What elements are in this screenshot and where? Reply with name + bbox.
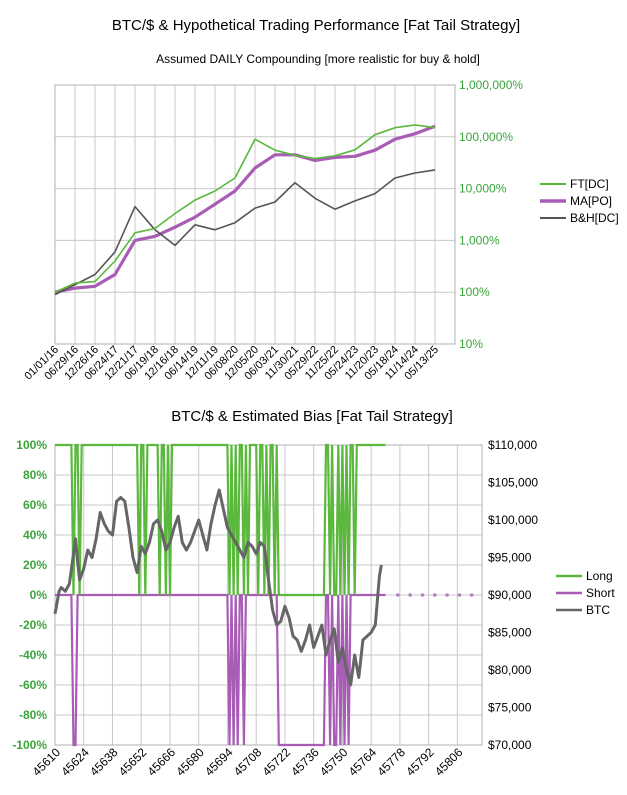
chart-subtitle: Assumed DAILY Compounding [more realisti… [156,52,480,66]
x-tick-label: 45806 [432,745,466,779]
x-tick-label: 45736 [288,745,322,779]
series-line-btc [53,488,383,687]
y-left-tick-label: 0% [30,588,48,602]
bias-chart: BTC/$ & Estimated Bias [Fat Tail Strateg… [12,408,615,779]
performance-chart: BTC/$ & Hypothetical Trading Performance… [22,17,618,382]
y-left-tick-label: -80% [19,708,47,722]
legend-label: FT[DC] [570,177,609,191]
y-left-tick-label: 20% [23,558,47,572]
short-marker [469,593,474,597]
y-axis-ticks: 10% 100% 1,000% 10,000% 100,000% 1,000,000% [459,78,523,351]
y-left-tick-label: -20% [19,618,47,632]
left-y-axis-ticks: 100% 80% 60% 40% 20% 0% -20% -40% -60% -80% -100% [12,438,47,752]
series-line-1 [54,124,436,294]
y-left-tick-label: 80% [23,468,47,482]
y-tick-label: 1,000% [459,233,500,247]
y-left-tick-label: -100% [12,738,47,752]
y-right-tick-label: $70,000 [488,738,532,752]
y-left-tick-label: -60% [19,678,47,692]
x-tick-label: 45764 [346,745,380,779]
y-right-tick-label: $75,000 [488,701,532,715]
plot-frame [54,84,456,345]
right-y-axis-ticks: $110,000 $105,000 $100,000 $95,000 $90,000 $8… [488,438,538,752]
x-tick-label: 45750 [317,745,351,779]
x-tick-label: 45638 [87,745,121,779]
y-tick-label: 100% [459,285,490,299]
y-right-tick-label: $90,000 [488,588,532,602]
y-left-tick-label: 40% [23,528,47,542]
legend: FT[DC] MA[PO] B&H[DC] [540,177,619,225]
series-line-long [55,443,386,597]
short-marker [420,593,425,597]
series-line-0 [54,124,436,293]
y-left-tick-label: -40% [19,648,47,662]
y-tick-label: 10% [459,337,483,351]
series-line-short [55,593,386,747]
y-left-tick-label: 100% [16,438,47,452]
short-marker [432,593,437,597]
short-marker [396,593,400,597]
y-tick-label: 100,000% [459,130,513,144]
y-right-tick-label: $85,000 [488,626,532,640]
x-tick-label: 45652 [116,745,150,779]
legend-label: BTC [586,603,610,617]
x-tick-label: 45666 [145,745,179,779]
x-tick-label: 45680 [173,745,207,779]
x-tick-label: 45722 [260,745,294,779]
legend-label: B&H[DC] [570,211,619,225]
legend-label: Short [586,586,615,600]
short-marker [457,593,462,597]
y-right-tick-label: $95,000 [488,551,532,565]
y-tick-label: 1,000,000% [459,78,523,92]
legend-label: Long [586,569,613,583]
x-tick-label: 45778 [375,745,409,779]
x-axis-ticks: 4561045624456384565245666456804569445708… [30,745,466,779]
x-tick-label: 45792 [403,745,437,779]
x-tick-label: 45624 [58,745,92,779]
short-marker [445,593,449,597]
y-right-tick-label: $80,000 [488,663,532,677]
chart-title: BTC/$ & Hypothetical Trading Performance… [112,17,520,34]
legend-label: MA[PO] [570,194,612,208]
series-lines [54,124,436,296]
x-tick-label: 45694 [202,745,236,779]
series-line-2 [54,169,436,296]
y-tick-label: 10,000% [459,182,507,196]
short-marker [408,593,412,597]
grid [54,84,456,345]
y-right-tick-label: $110,000 [488,438,537,452]
legend: Long Short BTC [556,569,615,617]
x-axis-ticks: 01/01/1606/29/1612/26/1606/24/1712/21/17… [22,344,441,383]
y-right-tick-label: $105,000 [488,476,538,490]
chart-title: BTC/$ & Estimated Bias [Fat Tail Strateg… [171,408,453,425]
y-left-tick-label: 60% [23,498,47,512]
x-tick-label: 45708 [231,745,265,779]
y-right-tick-label: $100,000 [488,513,538,527]
series-lines [53,443,474,747]
